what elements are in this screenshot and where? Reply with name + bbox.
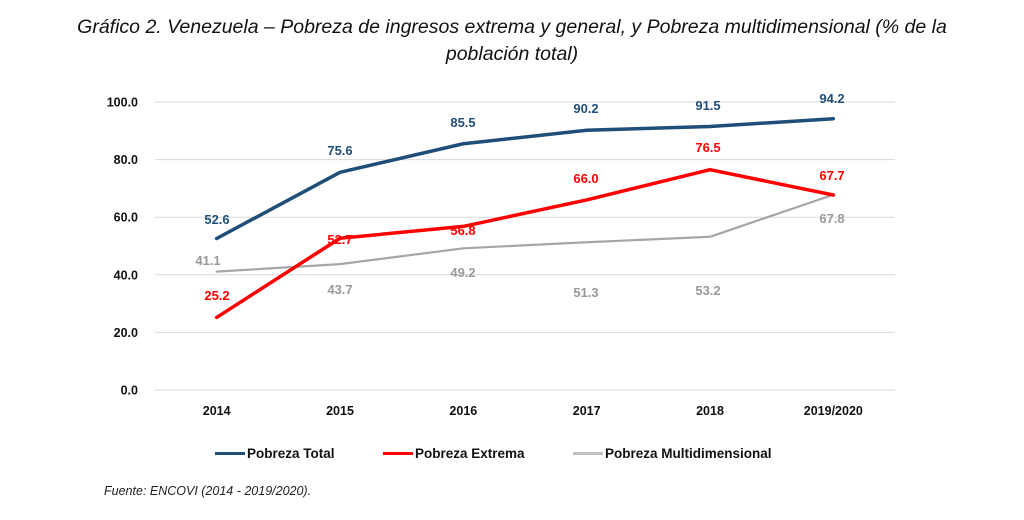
y-tick-label: 60.0 — [114, 211, 138, 225]
gridlines — [155, 101, 895, 391]
data-label-pobreza-extrema: 66.0 — [573, 171, 598, 186]
data-label-pobreza-extrema: 67.7 — [819, 168, 844, 183]
data-label-pobreza-multidimensional: 41.1 — [195, 253, 220, 268]
legend-swatch-pobreza-extrema — [383, 452, 413, 455]
x-axis-ticks: 2014 2015 2016 2017 2018 2019/2020 — [203, 404, 863, 418]
data-label-pobreza-total: 90.2 — [573, 101, 598, 116]
data-label-pobreza-multidimensional: 67.8 — [819, 211, 844, 226]
data-label-pobreza-multidimensional: 53.2 — [695, 283, 720, 298]
x-tick-label: 2014 — [203, 404, 231, 418]
y-tick-label: 80.0 — [114, 153, 138, 167]
legend-label: Pobreza Extrema — [415, 446, 525, 461]
legend-label: Pobreza Total — [247, 446, 335, 461]
data-label-pobreza-total: 75.6 — [327, 143, 352, 158]
legend-item-pobreza-extrema: Pobreza Extrema — [383, 446, 525, 461]
legend-label: Pobreza Multidimensional — [605, 446, 772, 461]
x-tick-label: 2016 — [449, 404, 477, 418]
y-tick-label: 20.0 — [114, 326, 138, 340]
x-tick-label: 2015 — [326, 404, 354, 418]
chart-title-line-2: población total) — [445, 43, 579, 65]
x-tick-label: 2018 — [696, 404, 724, 418]
legend-item-pobreza-total: Pobreza Total — [215, 446, 335, 461]
data-label-pobreza-total: 91.5 — [695, 98, 720, 113]
data-label-pobreza-extrema: 52.7 — [327, 232, 352, 247]
legend: Pobreza Total Pobreza Extrema Pobreza Mu… — [0, 446, 1024, 466]
x-tick-label: 2017 — [573, 404, 601, 418]
data-labels: 52.6 75.6 85.5 90.2 91.5 94.2 25.2 52.7 56.8 66.0… — [195, 91, 844, 303]
chart-title: Gráfico 2. Venezuela – Pobreza de ingres… — [0, 14, 1024, 68]
y-axis-ticks: 0.0 20.0 40.0 60.0 80.0 100.0 — [107, 96, 138, 398]
legend-swatch-pobreza-total — [215, 452, 245, 455]
y-tick-label: 40.0 — [114, 268, 138, 282]
data-label-pobreza-multidimensional: 43.7 — [327, 282, 352, 297]
y-tick-label: 0.0 — [121, 384, 138, 398]
data-label-pobreza-extrema: 25.2 — [204, 288, 229, 303]
series-lines — [214, 116, 836, 320]
data-label-pobreza-multidimensional: 49.2 — [450, 265, 475, 280]
series-line-pobreza-total — [214, 116, 836, 241]
x-tick-label: 2019/2020 — [804, 404, 863, 418]
series-line-pobreza-extrema — [214, 167, 836, 320]
series-line-pobreza-multidimensional — [215, 193, 835, 273]
data-label-pobreza-total: 52.6 — [204, 212, 229, 227]
data-label-pobreza-total: 94.2 — [819, 91, 844, 106]
source-note: Fuente: ENCOVI (2014 - 2019/2020). — [104, 484, 312, 498]
legend-item-pobreza-multidimensional: Pobreza Multidimensional — [573, 446, 772, 461]
chart-title-line-1: Gráfico 2. Venezuela – Pobreza de ingres… — [77, 16, 947, 38]
data-label-pobreza-extrema: 76.5 — [695, 140, 720, 155]
data-label-pobreza-extrema: 56.8 — [450, 223, 475, 238]
data-label-pobreza-total: 85.5 — [450, 115, 475, 130]
y-tick-label: 100.0 — [107, 96, 138, 110]
data-label-pobreza-multidimensional: 51.3 — [573, 285, 598, 300]
legend-swatch-pobreza-multidimensional — [573, 452, 603, 455]
